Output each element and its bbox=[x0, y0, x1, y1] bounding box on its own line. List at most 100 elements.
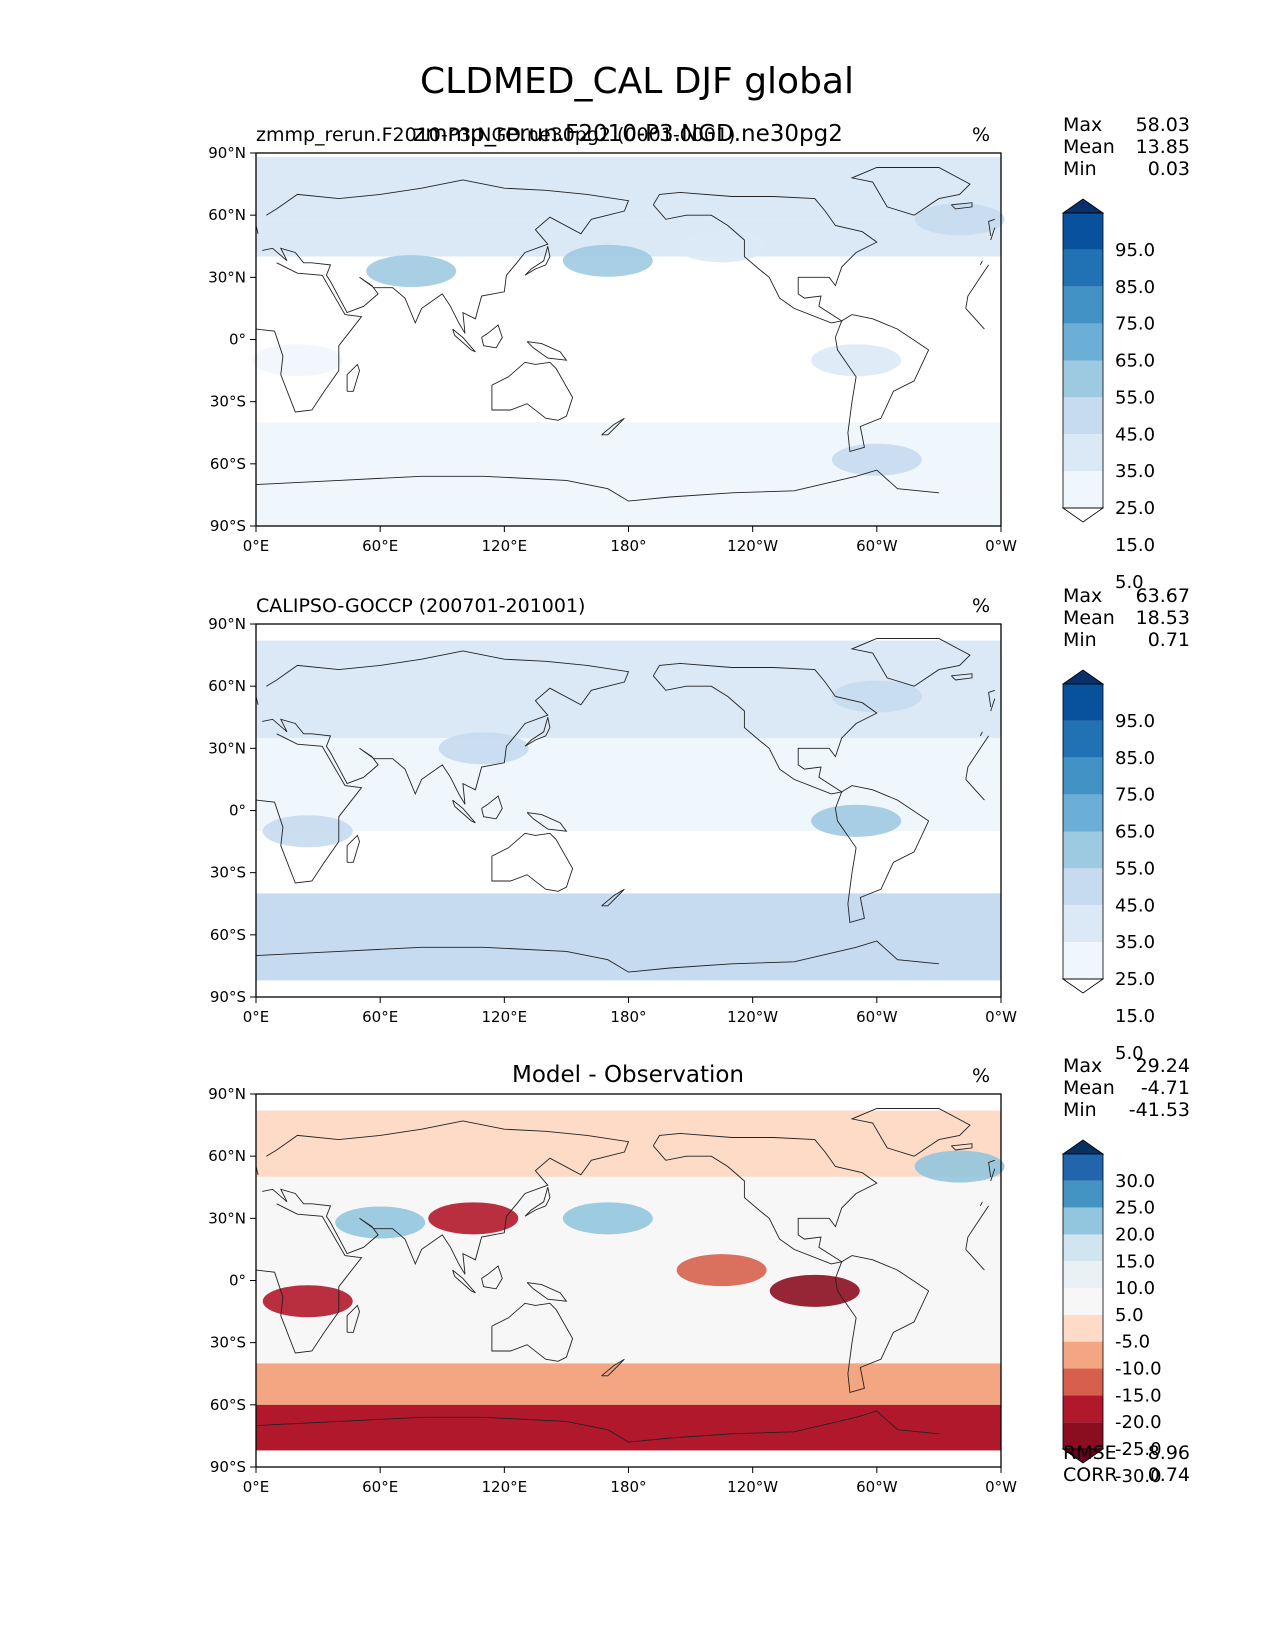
coastline-greenland bbox=[850, 638, 971, 687]
coastline-africa bbox=[255, 1203, 989, 1354]
colorbar-segment bbox=[1063, 1207, 1103, 1235]
colorbar-segment bbox=[1063, 1180, 1103, 1208]
panel-obs-units: % bbox=[972, 595, 990, 617]
field-feature-3 bbox=[831, 443, 922, 476]
x-tick-label: 60°E bbox=[362, 1008, 398, 1026]
panel-model-axis-ticks: 0°E 60°E 120°E 180° 120°W 60°W 0°W 90°N 60°N 30°N… bbox=[208, 144, 1017, 555]
colorbar-segment bbox=[1063, 286, 1103, 324]
panel-obs-title-left: CALIPSO-GOCCP (200701-201001) bbox=[256, 595, 585, 617]
coastline-japan bbox=[524, 717, 551, 747]
colorbar-segment bbox=[1063, 868, 1103, 906]
colorbar-segment bbox=[1063, 213, 1103, 250]
y-tick-label: 90°S bbox=[210, 988, 246, 1006]
colorbar-tick-label: 30.0 bbox=[1115, 1171, 1155, 1192]
colorbar-tick-label: 55.0 bbox=[1115, 387, 1155, 408]
y-tick-label: 90°N bbox=[208, 144, 246, 162]
colorbar-segment bbox=[1063, 1234, 1103, 1262]
colorbar-segment bbox=[1063, 1261, 1103, 1289]
field-band-4 bbox=[256, 831, 1001, 894]
colorbar-extend-max bbox=[1061, 198, 1105, 214]
colorbar-segment bbox=[1063, 1341, 1103, 1369]
coastline-greenland bbox=[850, 167, 971, 216]
coastline-new-zealand bbox=[601, 417, 625, 436]
coastline-south-america bbox=[834, 785, 930, 923]
colorbar-extend-max bbox=[1061, 1139, 1105, 1155]
colorbar-tick-label: 15.0 bbox=[1115, 1251, 1155, 1272]
colorbar-tick-label: 25.0 bbox=[1115, 1198, 1155, 1219]
coastline-australia bbox=[491, 361, 574, 421]
x-tick-label: 0°W bbox=[985, 1008, 1017, 1026]
x-tick-label: 0°W bbox=[985, 1478, 1017, 1496]
panel-obs-colorbar: 95.0 85.0 75.0 65.0 55.0 45.0 35.0 25.0 15.0 5.0 bbox=[1061, 669, 1155, 1064]
coastline-madagascar bbox=[346, 363, 360, 392]
metric-value-corr: 0.74 bbox=[1148, 1464, 1190, 1486]
stat-label-mean: Mean bbox=[1063, 136, 1115, 158]
coastline-new-guinea bbox=[526, 812, 568, 832]
coastline-south-america bbox=[834, 314, 930, 452]
x-tick-label: 120°W bbox=[727, 1008, 778, 1026]
stat-label-mean: Mean bbox=[1063, 607, 1115, 629]
field-band-3 bbox=[256, 1363, 1001, 1405]
colorbar-tick-label: 65.0 bbox=[1115, 351, 1155, 372]
field-feature-6 bbox=[676, 1254, 767, 1287]
x-tick-label: 60°W bbox=[856, 1478, 898, 1496]
stat-label-max: Max bbox=[1063, 1055, 1102, 1077]
panel-diff-metrics: RMSE 8.96 CORR 0.74 bbox=[1063, 1442, 1190, 1486]
metric-value-rmse: 8.96 bbox=[1148, 1442, 1190, 1464]
y-tick-label: 60°S bbox=[210, 1396, 246, 1414]
panel-diff-colorbar: 30.0 25.0 20.0 15.0 10.0 5.0 -5.0 -10.0 -15.0 -20… bbox=[1061, 1139, 1162, 1487]
coastline-new-guinea bbox=[526, 341, 568, 361]
coastline-borneo bbox=[481, 795, 503, 820]
colorbar-tick-label: 65.0 bbox=[1115, 822, 1155, 843]
coastline-sumatra bbox=[452, 328, 476, 353]
stat-value-max: 58.03 bbox=[1136, 114, 1190, 136]
colorbar-tick-label: 55.0 bbox=[1115, 858, 1155, 879]
coastline-antarctica bbox=[255, 469, 939, 502]
x-tick-label: 60°W bbox=[856, 1008, 898, 1026]
x-tick-label: 60°E bbox=[362, 537, 398, 555]
coastline-africa bbox=[255, 262, 989, 413]
stat-value-mean: -4.71 bbox=[1141, 1077, 1190, 1099]
stat-label-min: Min bbox=[1063, 158, 1097, 180]
field-feature-6 bbox=[676, 230, 767, 263]
coastline-borneo bbox=[481, 324, 503, 349]
coastline-north-america bbox=[652, 662, 878, 795]
field-band-4 bbox=[256, 1404, 1001, 1451]
colorbar-extend-min bbox=[1061, 507, 1105, 523]
coastline-greenland bbox=[850, 1108, 971, 1157]
colorbar-tick-label: -30.0 bbox=[1115, 1466, 1162, 1487]
x-tick-label: 0°W bbox=[985, 537, 1017, 555]
coastline-iceland bbox=[950, 673, 973, 681]
field-feature-4 bbox=[811, 344, 902, 377]
colorbar-tick-label: 5.0 bbox=[1115, 1043, 1144, 1064]
panel-diff-stats: Max 29.24 Mean -4.71 Min -41.53 bbox=[1063, 1055, 1190, 1121]
stat-value-min: -41.53 bbox=[1129, 1099, 1190, 1121]
colorbar-outline bbox=[1062, 212, 1104, 509]
field-feature-0 bbox=[562, 1202, 653, 1235]
y-tick-label: 60°S bbox=[210, 926, 246, 944]
x-tick-label: 60°W bbox=[856, 537, 898, 555]
field-feature-2 bbox=[262, 1285, 353, 1318]
coastline-europe-asia bbox=[262, 650, 996, 805]
colorbar-tick-label: 45.0 bbox=[1115, 424, 1155, 445]
coastline-sumatra bbox=[452, 799, 476, 824]
y-tick-label: 60°N bbox=[208, 206, 246, 224]
stat-value-min: 0.03 bbox=[1148, 158, 1190, 180]
y-tick-label: 90°S bbox=[210, 517, 246, 535]
coastline-antarctica bbox=[255, 940, 939, 973]
colorbar-tick-label: -25.0 bbox=[1115, 1439, 1162, 1460]
stat-value-mean: 18.53 bbox=[1136, 607, 1190, 629]
coastline-north-america bbox=[652, 191, 878, 324]
y-tick-label: 60°N bbox=[208, 1147, 246, 1165]
field-band-0 bbox=[256, 157, 1001, 220]
x-tick-label: 120°E bbox=[482, 1478, 528, 1496]
y-tick-label: 30°S bbox=[210, 393, 246, 411]
panel-model-units: % bbox=[972, 124, 990, 146]
coastline-madagascar bbox=[346, 1304, 360, 1333]
colorbar-segment bbox=[1063, 434, 1103, 472]
colorbar-tick-label: 35.0 bbox=[1115, 461, 1155, 482]
panel-obs-field bbox=[256, 640, 1001, 981]
colorbar-segment bbox=[1063, 684, 1103, 721]
colorbar-segment bbox=[1063, 942, 1103, 979]
field-feature-1 bbox=[366, 255, 457, 288]
